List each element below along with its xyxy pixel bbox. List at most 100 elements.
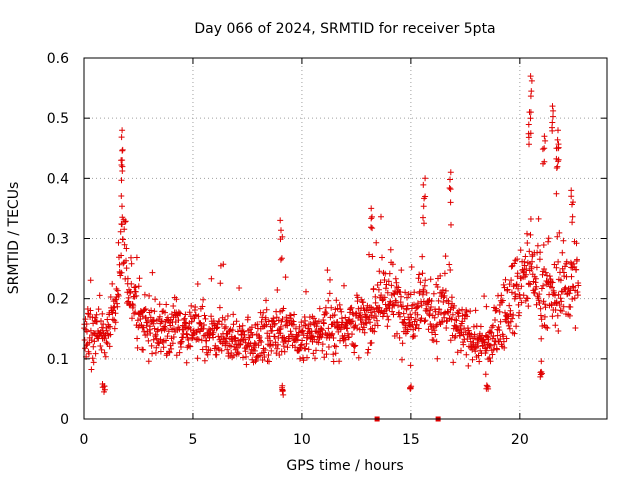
data-point	[92, 314, 99, 321]
data-point	[322, 304, 329, 311]
data-point	[414, 304, 421, 311]
data-point	[165, 328, 172, 335]
data-point-spike	[555, 127, 561, 134]
data-point	[113, 296, 120, 303]
data-point	[458, 347, 464, 354]
data-point	[516, 309, 523, 316]
data-point	[535, 215, 542, 222]
data-point	[95, 306, 102, 313]
data-point	[441, 292, 448, 299]
data-point	[392, 275, 399, 282]
data-point-spike	[407, 362, 414, 369]
data-point	[538, 316, 545, 323]
data-point	[146, 292, 153, 299]
data-point	[349, 331, 355, 338]
data-point	[82, 345, 89, 352]
data-point	[194, 355, 201, 362]
data-point	[328, 304, 335, 311]
data-point	[558, 298, 565, 305]
data-point	[506, 281, 513, 288]
data-point	[411, 301, 417, 308]
data-point-spike	[369, 253, 376, 260]
data-point	[560, 237, 567, 244]
data-point	[300, 357, 307, 364]
data-point	[163, 301, 170, 308]
data-point	[103, 324, 110, 331]
data-point	[351, 343, 358, 350]
data-point	[533, 264, 540, 271]
data-point	[537, 312, 544, 319]
data-point	[276, 352, 283, 358]
data-point	[187, 326, 194, 333]
data-point	[555, 328, 562, 334]
data-point	[251, 347, 258, 354]
data-point	[527, 281, 534, 288]
data-point	[177, 310, 184, 317]
data-point	[121, 241, 128, 248]
data-point	[389, 308, 396, 315]
data-point	[421, 282, 428, 289]
data-point	[229, 327, 236, 334]
data-point	[355, 305, 362, 312]
data-point	[299, 327, 306, 334]
data-point	[487, 342, 494, 349]
data-point	[150, 317, 157, 323]
data-point	[472, 307, 479, 314]
data-point	[133, 254, 140, 261]
data-point	[325, 344, 332, 350]
data-point	[374, 282, 381, 288]
data-point-spike	[447, 199, 454, 206]
data-point	[483, 303, 490, 310]
data-point	[230, 352, 237, 359]
data-point	[388, 282, 395, 289]
data-point	[323, 310, 330, 317]
data-point	[234, 349, 241, 356]
data-point	[81, 337, 88, 343]
data-point-spike	[447, 186, 454, 193]
data-point	[499, 297, 506, 304]
data-point	[379, 254, 385, 261]
data-point	[215, 333, 222, 340]
data-point	[533, 283, 540, 290]
data-point	[199, 346, 206, 353]
data-point	[457, 326, 464, 333]
data-point	[460, 341, 467, 348]
data-point	[112, 319, 119, 326]
data-point	[245, 314, 251, 321]
data-point	[532, 275, 539, 282]
data-point	[574, 292, 581, 299]
data-point	[336, 301, 343, 308]
data-point	[540, 282, 547, 289]
data-point	[552, 322, 559, 329]
data-point	[536, 256, 543, 263]
data-point	[129, 315, 135, 322]
data-point	[366, 251, 372, 258]
data-point	[469, 356, 476, 363]
data-point	[247, 340, 254, 347]
data-point	[541, 266, 548, 272]
data-point	[271, 333, 278, 340]
data-point-spike	[118, 193, 125, 199]
data-point	[124, 275, 131, 282]
data-point	[145, 317, 151, 324]
data-point	[447, 267, 454, 273]
data-point	[395, 302, 401, 309]
data-point	[502, 309, 508, 316]
data-point	[524, 230, 530, 237]
data-point	[148, 342, 155, 349]
data-point	[375, 286, 382, 293]
data-point	[428, 304, 434, 310]
data-point	[118, 252, 125, 259]
data-point	[188, 318, 195, 325]
data-point	[290, 321, 297, 328]
data-point	[546, 273, 553, 280]
data-point	[575, 282, 582, 289]
data-point	[395, 284, 402, 291]
data-point	[505, 322, 512, 329]
data-point-spike	[420, 214, 426, 221]
data-point	[446, 261, 453, 268]
data-point	[533, 301, 540, 308]
data-point-spike	[540, 160, 546, 167]
data-point	[505, 319, 512, 326]
data-point	[188, 302, 195, 309]
